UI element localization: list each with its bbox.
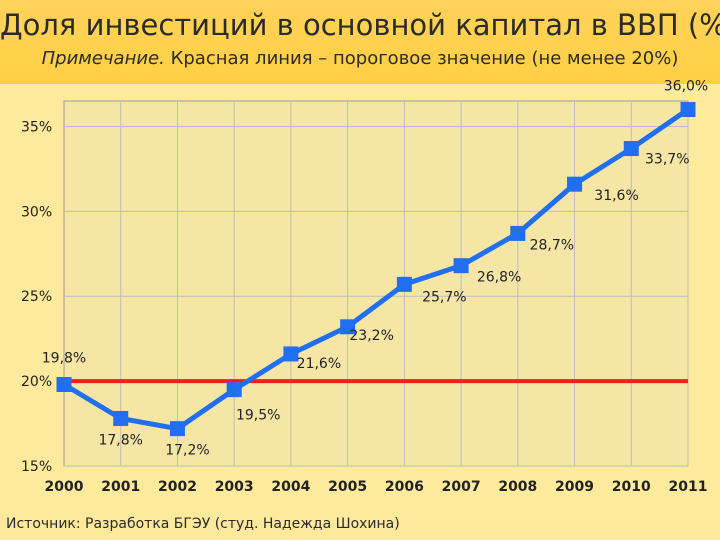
data-point-marker <box>56 377 72 393</box>
data-point-marker <box>283 346 299 362</box>
y-tick-label: 20% <box>21 374 52 390</box>
data-label: 36,0% <box>664 78 708 94</box>
data-label: 17,8% <box>98 432 142 448</box>
y-tick-label: 30% <box>21 204 52 220</box>
data-point-marker <box>680 101 696 117</box>
x-tick-label: 2006 <box>385 479 424 495</box>
chart-subtitle: Примечание. Красная линия – пороговое зн… <box>0 48 720 69</box>
source-note: Источник: Разработка БГЭУ (студ. Надежда… <box>6 516 400 532</box>
plot-area <box>63 100 689 467</box>
data-label: 33,7% <box>645 152 689 168</box>
data-label: 21,6% <box>297 356 341 372</box>
data-label: 31,6% <box>594 188 638 204</box>
data-label: 19,8% <box>42 351 86 367</box>
x-tick-label: 2000 <box>45 479 84 495</box>
y-tick-label: 25% <box>21 289 52 305</box>
x-tick-label: 2009 <box>555 479 594 495</box>
data-label: 17,2% <box>165 443 209 459</box>
data-label: 23,2% <box>349 328 393 344</box>
data-point-marker <box>453 258 469 274</box>
data-point-marker <box>113 410 129 426</box>
x-tick-label: 2010 <box>612 479 651 495</box>
data-label: 25,7% <box>422 289 466 305</box>
x-tick-label: 2011 <box>669 479 708 495</box>
x-tick-label: 2007 <box>442 479 481 495</box>
x-tick-label: 2002 <box>158 479 197 495</box>
data-label: 28,7% <box>530 237 574 253</box>
y-tick-label: 15% <box>21 459 52 475</box>
data-point-marker <box>567 176 583 192</box>
x-tick-label: 2005 <box>328 479 367 495</box>
x-tick-label: 2004 <box>271 479 310 495</box>
series-line <box>62 107 690 432</box>
data-point-marker <box>340 319 356 335</box>
chart-title: Доля инвестиций в основной капитал в ВВП… <box>0 8 720 42</box>
note-text: Красная линия – пороговое значение (не м… <box>164 48 679 69</box>
x-tick-label: 2003 <box>215 479 254 495</box>
data-point-marker <box>623 141 639 157</box>
data-label: 26,8% <box>477 270 521 286</box>
data-point-marker <box>510 225 526 241</box>
header-band: Доля инвестиций в основной капитал в ВВП… <box>0 0 720 84</box>
y-tick-label: 35% <box>21 119 52 135</box>
data-label: 19,5% <box>236 408 280 424</box>
data-point-marker <box>396 276 412 292</box>
note-prefix: Примечание. <box>41 48 165 69</box>
x-tick-label: 2008 <box>498 479 537 495</box>
data-point-marker <box>226 382 242 398</box>
data-point-marker <box>169 421 185 437</box>
x-tick-label: 2001 <box>101 479 140 495</box>
